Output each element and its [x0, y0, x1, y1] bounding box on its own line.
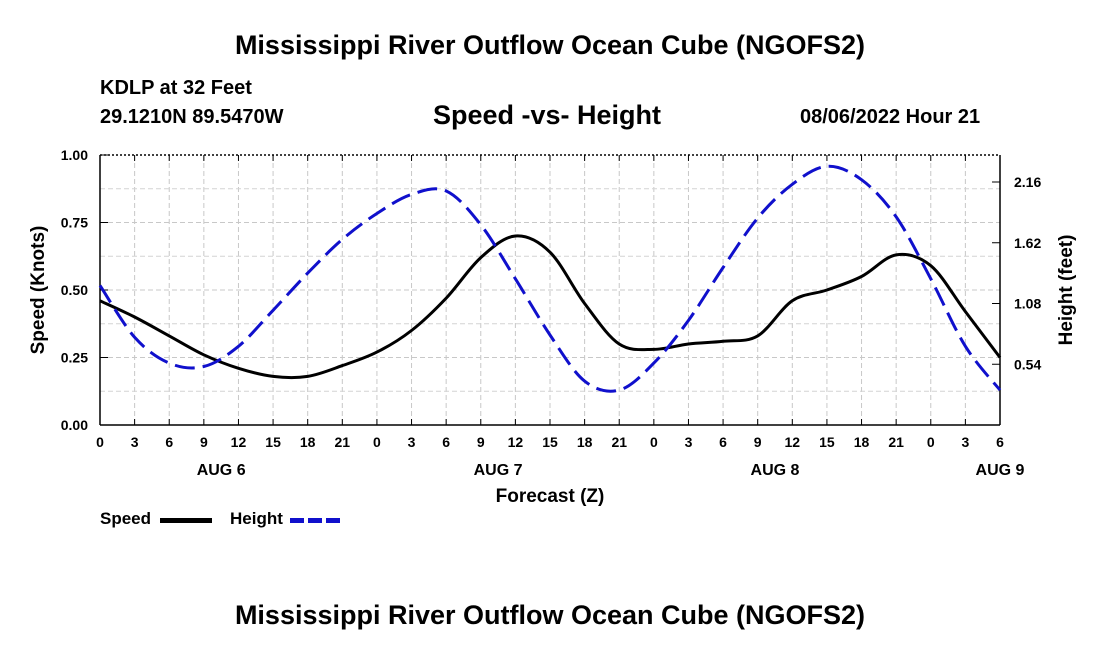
x-tick-label: 21	[888, 434, 904, 450]
y2-axis-title: Height (feet)	[1056, 235, 1077, 346]
main-title: Mississippi River Outflow Ocean Cube (NG…	[234, 30, 866, 60]
y-tick-label: 0.75	[61, 215, 88, 231]
coordinates-label: 29.1210N 89.5470W	[100, 106, 284, 128]
y-tick-label: 1.00	[61, 147, 88, 163]
x-tick-label: 6	[719, 434, 727, 450]
y2-tick-label: 1.08	[1014, 296, 1041, 312]
x-tick-label: 0	[650, 434, 658, 450]
x-tick-label: 9	[754, 434, 762, 450]
series-line-speed	[99, 234, 1002, 380]
x-tick-label: 12	[231, 434, 247, 450]
x-tick-label: 12	[785, 434, 801, 450]
footer-title: Mississippi River Outflow Ocean Cube (NG…	[234, 600, 866, 630]
y-tick-label: 0.25	[61, 350, 88, 366]
station-label: KDLP at 32 Feet	[100, 77, 252, 99]
x-tick-label: 3	[685, 434, 693, 450]
x-tick-label: 0	[927, 434, 935, 450]
x-tick-label: 12	[508, 434, 524, 450]
x-tick-label: 18	[300, 434, 316, 450]
x-tick-label: 6	[165, 434, 173, 450]
y-tick-label: 0.50	[61, 282, 88, 298]
y2-tick-label: 2.16	[1014, 174, 1041, 190]
date-label: AUG 9	[976, 462, 1025, 479]
forecast-datetime: 08/06/2022 Hour 21	[800, 106, 981, 128]
x-tick-label: 3	[961, 434, 969, 450]
y-axis-title: Speed (Knots)	[28, 226, 49, 355]
x-tick-label: 21	[611, 434, 627, 450]
x-tick-label: 15	[542, 434, 558, 450]
legend-height-swatch	[290, 518, 342, 523]
x-tick-label: 9	[200, 434, 208, 450]
x-tick-label: 0	[373, 434, 381, 450]
legend-height-label: Height	[230, 509, 283, 528]
x-tick-label: 9	[477, 434, 485, 450]
date-label: AUG 8	[751, 462, 800, 479]
x-tick-label: 21	[335, 434, 351, 450]
x-tick-label: 18	[854, 434, 870, 450]
x-tick-label: 6	[442, 434, 450, 450]
x-tick-label: 6	[996, 434, 1004, 450]
x-tick-label: 3	[131, 434, 139, 450]
y2-tick-label: 0.54	[1014, 356, 1041, 372]
legend-speed-label: Speed	[100, 509, 152, 528]
y-tick-label: 0.00	[61, 417, 88, 433]
x-tick-label: 15	[819, 434, 835, 450]
series-line-height	[98, 164, 1002, 393]
x-tick-label: 3	[408, 434, 416, 450]
y2-tick-label: 1.62	[1014, 235, 1041, 251]
legend-speed-swatch	[160, 518, 212, 523]
date-label: AUG 7	[474, 462, 523, 479]
x-axis-title: Forecast (Z)	[496, 486, 605, 507]
chart-subtitle: Speed -vs- Height	[433, 100, 662, 130]
x-tick-label: 0	[96, 434, 104, 450]
x-tick-label: 18	[577, 434, 593, 450]
date-label: AUG 6	[197, 462, 246, 479]
x-tick-label: 15	[265, 434, 281, 450]
